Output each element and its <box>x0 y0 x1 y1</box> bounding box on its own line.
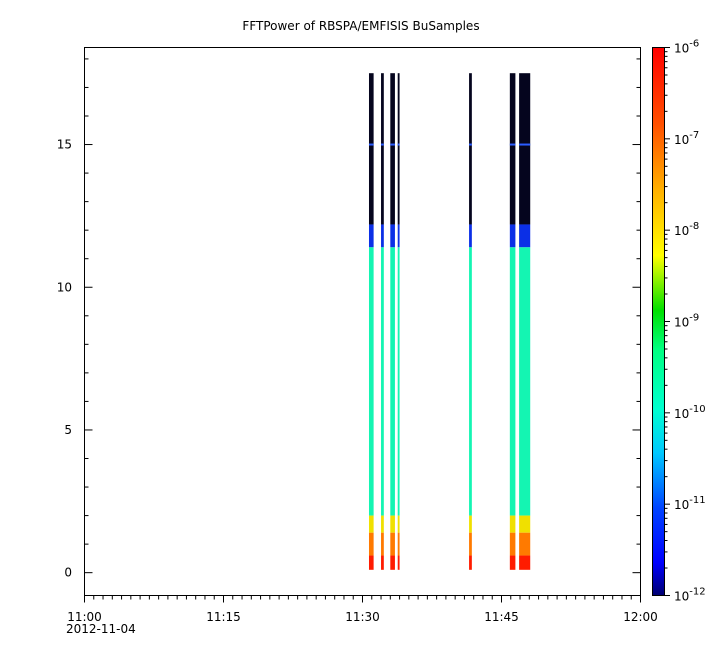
spectrum-cell <box>368 532 374 556</box>
y-tick-label: 5 <box>64 423 72 437</box>
spectrum-cell <box>390 247 395 516</box>
spectrum-column-0 <box>368 73 374 570</box>
spectrum-cell <box>381 224 384 248</box>
spectrum-cell <box>469 247 472 516</box>
spectrum-cell <box>519 73 531 225</box>
spectrum-cell <box>390 515 395 533</box>
spectrum-cell <box>368 224 374 248</box>
spectrum-cell <box>469 224 472 248</box>
spectrum-cell <box>509 515 516 533</box>
spectrum-columns <box>368 73 531 570</box>
y-tick-label: 10 <box>57 280 72 294</box>
spectrum-cell <box>368 555 374 570</box>
line-15-mark <box>368 143 374 146</box>
spectrum-cell <box>469 515 472 533</box>
spectrum-column-6 <box>519 73 531 570</box>
x-date-label: 2012-11-04 <box>66 622 136 636</box>
spectrum-cell <box>397 515 400 533</box>
colorbar-tick-label: 10-9 <box>674 313 699 330</box>
spectrum-cell <box>397 532 400 556</box>
line-15-mark <box>381 143 384 146</box>
spectrum-cell <box>381 532 384 556</box>
spectrum-column-5 <box>509 73 516 570</box>
colorbar-tick-label: 10-11 <box>674 495 706 512</box>
spectrum-cell <box>519 224 531 248</box>
spectrum-cell <box>509 532 516 556</box>
spectrum-cell <box>397 247 400 516</box>
spectrum-cell <box>509 555 516 570</box>
spectrum-cell <box>381 73 384 225</box>
spectrum-cell <box>397 555 400 570</box>
spectrum-cell <box>381 247 384 516</box>
colorbar-ticks: 10-12 10-11 10-10 10-9 10-8 10-7 10-6 <box>664 39 706 604</box>
spectrum-cell <box>469 555 472 570</box>
line-15-mark <box>469 143 472 146</box>
spectrum-cell <box>397 224 400 248</box>
y-axis: 0 5 10 15 <box>57 58 641 580</box>
line-15-mark <box>519 143 531 146</box>
spectrum-cell <box>390 532 395 556</box>
spectrum-cell <box>390 73 395 225</box>
spectrum-column-4 <box>469 73 472 570</box>
spectrum-cell <box>381 515 384 533</box>
colorbar <box>652 47 665 596</box>
colorbar-tick-label: 10-6 <box>674 39 699 56</box>
spectrum-cell <box>519 247 531 516</box>
spectrum-cell <box>469 532 472 556</box>
spectrum-cell <box>368 247 374 516</box>
spectrum-column-3 <box>397 73 400 570</box>
spectrum-cell <box>381 555 384 570</box>
colorbar-tick-label: 10-8 <box>674 221 699 238</box>
spectrum-cell <box>390 555 395 570</box>
x-tick-label: 11:30 <box>345 610 380 624</box>
chart-title: FFTPower of RBSPA/EMFISIS BuSamples <box>242 19 479 33</box>
spectrum-cell <box>368 73 374 225</box>
colorbar-tick-label: 10-10 <box>674 404 706 421</box>
x-tick-label: 11:15 <box>206 610 241 624</box>
spectrum-cell <box>519 515 531 533</box>
spectrum-column-2 <box>390 73 395 570</box>
x-tick-label: 11:45 <box>484 610 519 624</box>
spectrum-cell <box>469 73 472 225</box>
line-15-mark <box>397 143 400 146</box>
spectrum-cell <box>368 515 374 533</box>
x-tick-label: 11:00 <box>67 610 102 624</box>
spectrum-cell <box>519 532 531 556</box>
x-tick-label: 12:00 <box>623 610 658 624</box>
spectrum-cell <box>509 73 516 225</box>
x-axis: 11:00 11:15 11:30 11:45 12:00 <box>67 595 658 624</box>
y-tick-label: 15 <box>57 138 72 152</box>
spectrum-cell <box>509 247 516 516</box>
line-15-mark <box>509 143 516 146</box>
spectrum-cell <box>509 224 516 248</box>
plot-area <box>84 47 641 596</box>
spectrum-column-1 <box>381 73 384 570</box>
spectrum-cell <box>390 224 395 248</box>
colorbar-tick-label: 10-12 <box>674 587 706 604</box>
spectrum-cell <box>519 555 531 570</box>
line-15-mark <box>390 143 395 146</box>
colorbar-tick-label: 10-7 <box>674 130 699 147</box>
y-tick-label: 0 <box>64 566 72 580</box>
spectrum-cell <box>397 73 400 225</box>
